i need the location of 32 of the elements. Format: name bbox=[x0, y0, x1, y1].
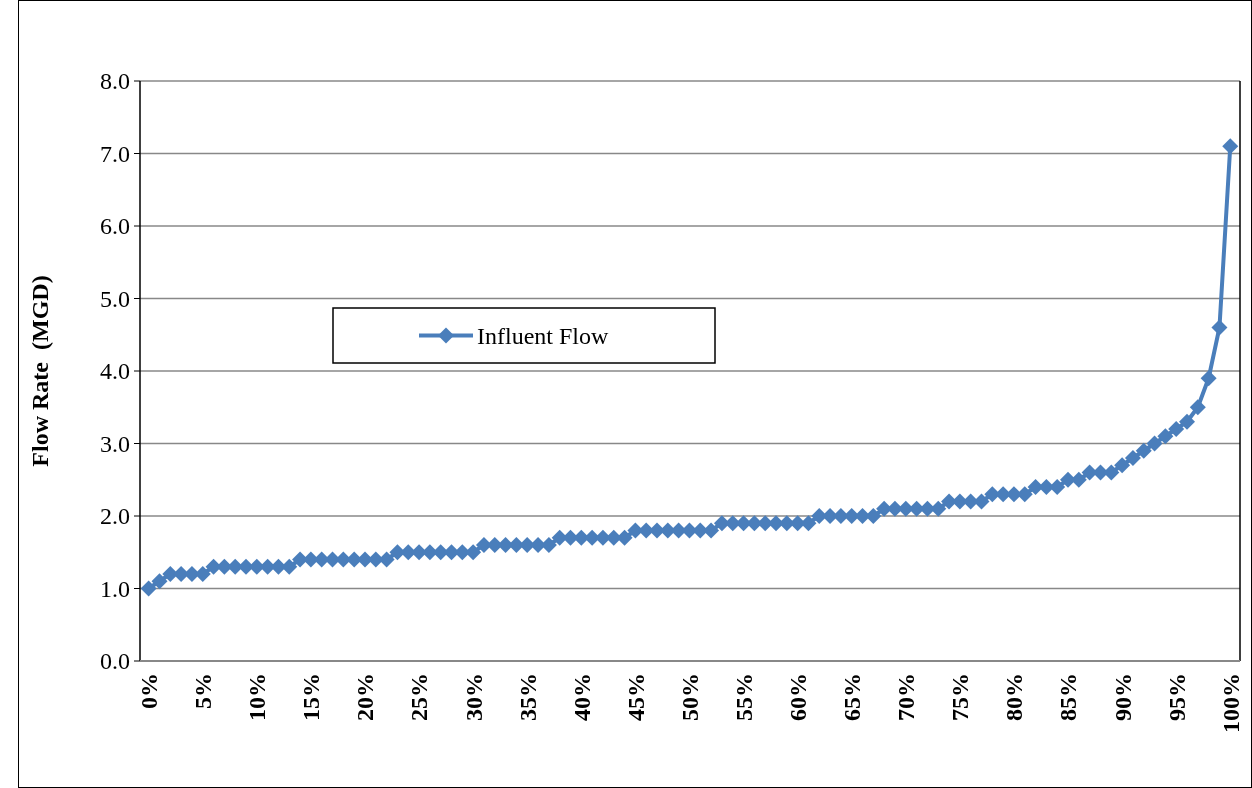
x-tick-label: 80% bbox=[1001, 673, 1028, 721]
x-tick-label: 0% bbox=[136, 673, 163, 709]
y-tick-label: 7.0 bbox=[100, 140, 130, 167]
x-tick-label: 15% bbox=[298, 673, 325, 721]
x-tick-label: 25% bbox=[406, 673, 433, 721]
x-tick-label: 90% bbox=[1109, 673, 1136, 721]
x-tick-label: 10% bbox=[244, 673, 271, 721]
x-tick-label: 65% bbox=[839, 673, 866, 721]
y-tick-label: 6.0 bbox=[100, 213, 130, 240]
y-tick-label: 0.0 bbox=[100, 648, 130, 675]
x-tick-label: 85% bbox=[1055, 673, 1082, 721]
x-tick-label: 75% bbox=[947, 673, 974, 721]
x-tick-label: 30% bbox=[460, 673, 487, 721]
x-tick-label: 5% bbox=[190, 673, 217, 709]
x-tick-label: 70% bbox=[893, 673, 920, 721]
x-tick-label: 50% bbox=[676, 673, 703, 721]
x-tick-label: 95% bbox=[1163, 673, 1190, 721]
y-tick-label: 5.0 bbox=[100, 285, 130, 312]
x-tick-label: 100% bbox=[1217, 673, 1244, 733]
y-axis-title: Flow Rate (MGD) bbox=[27, 275, 53, 467]
x-tick-label: 20% bbox=[352, 673, 379, 721]
y-tick-label: 1.0 bbox=[100, 575, 130, 602]
y-tick-label: 4.0 bbox=[100, 358, 130, 385]
x-tick-label: 35% bbox=[514, 673, 541, 721]
legend-label: Influent Flow bbox=[477, 322, 609, 349]
y-tick-label: 3.0 bbox=[100, 430, 130, 457]
y-tick-label: 8.0 bbox=[100, 68, 130, 95]
x-tick-label: 40% bbox=[568, 673, 595, 721]
x-tick-label: 60% bbox=[785, 673, 812, 721]
y-tick-label: 2.0 bbox=[100, 503, 130, 530]
x-tick-label: 55% bbox=[730, 673, 757, 721]
x-tick-label: 45% bbox=[622, 673, 649, 721]
